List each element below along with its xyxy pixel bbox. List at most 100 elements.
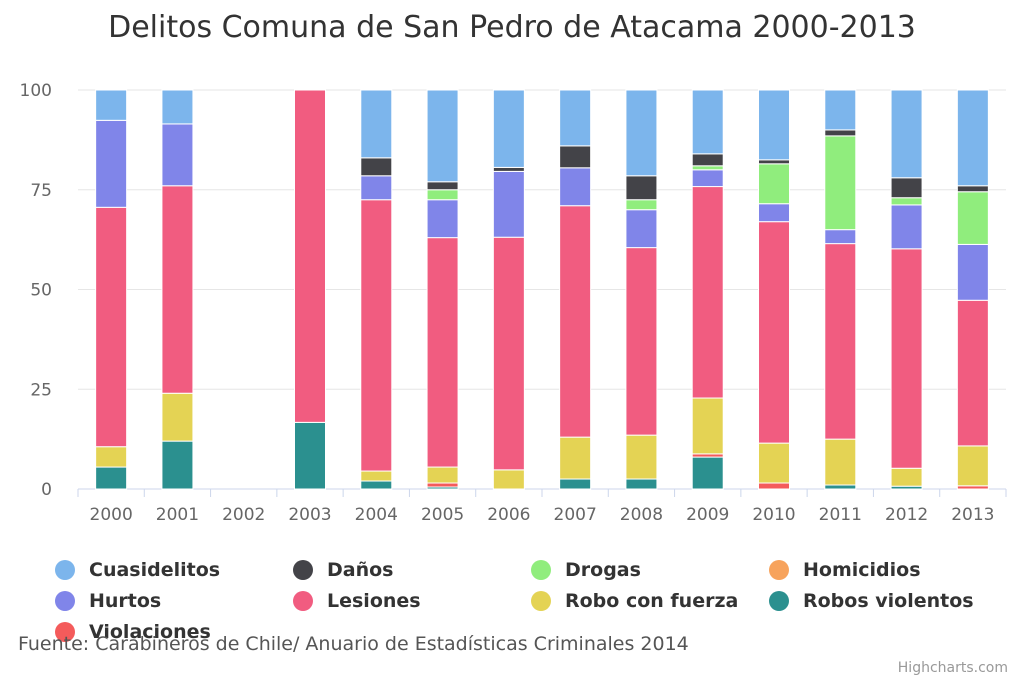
credits-link[interactable]: Highcharts.com — [897, 660, 1008, 676]
legend-marker-icon — [55, 560, 75, 580]
bar-segment — [161, 185, 194, 394]
bar-segment — [758, 221, 790, 444]
legend-item-robos-violentos[interactable]: Robos violentos — [769, 587, 974, 615]
legend-label: Hurtos — [89, 590, 162, 612]
bar-segment — [559, 167, 592, 207]
legend-marker-icon — [293, 560, 313, 580]
bar-segment — [95, 206, 128, 448]
bar-segment — [890, 197, 923, 206]
legend-item-robo-con-fuerza[interactable]: Robo con fuerza — [531, 587, 738, 615]
legend-item-homicidios[interactable]: Homicidios — [769, 556, 921, 584]
bar-segment — [691, 153, 724, 167]
legend-marker-icon — [769, 560, 789, 580]
bar-segment — [824, 89, 857, 131]
bar-segment — [691, 186, 724, 399]
bar-segment — [890, 204, 923, 250]
bar-segment — [492, 166, 525, 172]
bar-segment — [559, 145, 592, 169]
bar-segment — [559, 205, 592, 438]
y-tick-label: 75 — [30, 181, 52, 201]
bar-segment — [426, 237, 459, 468]
bar-segment — [956, 191, 989, 245]
bar-segment — [691, 169, 724, 188]
bar-segment — [890, 467, 923, 487]
legend-marker-icon — [531, 591, 551, 611]
legend-item-drogas[interactable]: Drogas — [531, 556, 641, 584]
bar-segment — [956, 445, 989, 487]
bar-segment — [758, 442, 790, 484]
legend-item-hurtos[interactable]: Hurtos — [55, 587, 161, 615]
bar-segment — [824, 438, 857, 486]
bar-segment — [625, 478, 658, 490]
bar-segment — [492, 89, 525, 168]
legend-item-cuasidelitos[interactable]: Cuasidelitos — [55, 556, 220, 584]
legend-label: Robo con fuerza — [565, 590, 739, 612]
bar-segment — [360, 199, 393, 472]
legend-label: Homicidios — [803, 559, 921, 581]
x-tick-label: 2001 — [156, 505, 199, 525]
legend-marker-icon — [55, 622, 75, 642]
x-tick-label: 2006 — [487, 505, 530, 525]
bar-segment — [956, 185, 989, 193]
bar-segment — [95, 446, 128, 468]
bar-segment — [956, 243, 989, 301]
bar-segment — [294, 421, 326, 490]
bar-segment — [492, 170, 525, 238]
bar-segment — [492, 469, 525, 490]
bar-segment — [625, 199, 658, 211]
x-tick-label: 2013 — [951, 505, 994, 525]
bar-segment — [890, 177, 923, 199]
bar-segment — [758, 203, 790, 223]
x-tick-label: 2000 — [90, 505, 133, 525]
bar-segment — [758, 163, 790, 205]
bar-segment — [360, 89, 393, 159]
bar-segment — [426, 466, 459, 484]
x-tick-label: 2012 — [885, 505, 928, 525]
y-tick-label: 25 — [30, 380, 52, 400]
bar-segment — [294, 89, 326, 423]
bar-segment — [161, 440, 194, 490]
bar-segment — [824, 229, 857, 245]
source-caption: Fuente: Carabineros de Chile/ Anuario de… — [18, 633, 689, 655]
bar-segment — [559, 89, 592, 147]
legend-label: Lesiones — [327, 590, 421, 612]
legend-item-lesiones[interactable]: Lesiones — [293, 587, 421, 615]
bar-segment — [691, 89, 724, 155]
x-tick-label: 2010 — [752, 505, 795, 525]
bar-segment — [758, 89, 790, 161]
legend-marker-icon — [55, 591, 75, 611]
bar-segment — [890, 89, 923, 179]
bar-segment — [360, 175, 393, 201]
y-tick-label: 0 — [41, 480, 52, 500]
bar-segment — [492, 236, 525, 471]
legend-label: Drogas — [565, 559, 641, 581]
x-tick-label: 2004 — [355, 505, 398, 525]
x-tick-label: 2002 — [222, 505, 265, 525]
legend-item-danos[interactable]: Daños — [293, 556, 393, 584]
y-tick-label: 50 — [30, 281, 52, 301]
bar-segment — [691, 165, 724, 171]
x-tick-label: 2007 — [554, 505, 597, 525]
bar-segment — [360, 470, 393, 482]
bar-segment — [161, 123, 194, 187]
x-tick-label: 2011 — [819, 505, 862, 525]
bar-segment — [95, 119, 128, 208]
bar-segment — [824, 129, 857, 137]
bar-segment — [426, 181, 459, 191]
bar-segment — [559, 436, 592, 480]
x-tick-label: 2005 — [421, 505, 464, 525]
bar-segment — [360, 157, 393, 177]
bar-segment — [95, 89, 128, 121]
bar-segment — [824, 135, 857, 231]
legend-item-violaciones[interactable]: Violaciones — [55, 618, 211, 646]
legend-label: Robos violentos — [803, 590, 974, 612]
bar-segment — [426, 189, 459, 201]
bar-segment — [95, 466, 128, 490]
bar-segment — [161, 89, 194, 125]
bar-segment — [890, 248, 923, 469]
legend-marker-icon — [769, 591, 789, 611]
bar-segment — [426, 89, 459, 183]
bar-segment — [956, 299, 989, 447]
bar-segment — [559, 478, 592, 490]
legend-marker-icon — [293, 591, 313, 611]
